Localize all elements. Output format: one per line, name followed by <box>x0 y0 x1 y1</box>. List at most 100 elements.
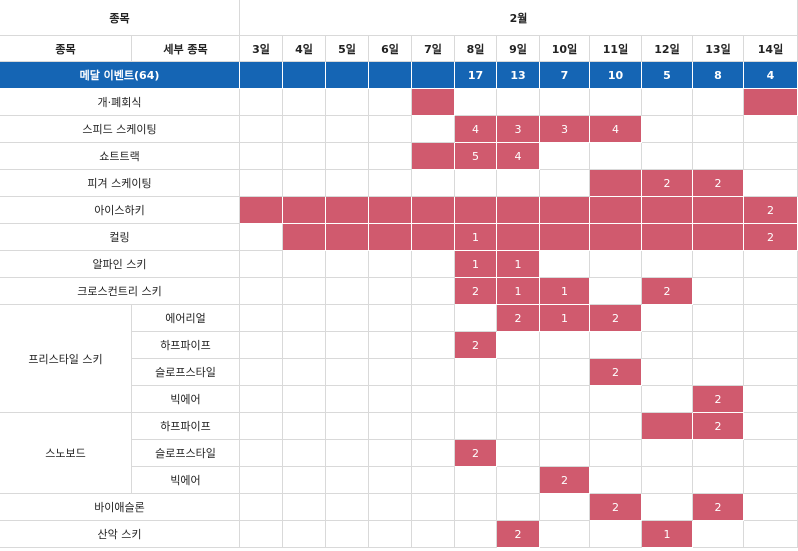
day-header: 14일 <box>744 36 798 62</box>
medal-count <box>240 62 283 89</box>
empty-cell <box>283 494 326 521</box>
empty-cell <box>744 116 798 143</box>
sub-sport-label: 빅에어 <box>132 386 240 413</box>
empty-cell <box>642 116 693 143</box>
empty-cell <box>590 467 642 494</box>
empty-cell <box>240 89 283 116</box>
empty-cell <box>240 170 283 197</box>
empty-cell <box>540 494 590 521</box>
empty-cell <box>455 305 497 332</box>
empty-cell <box>540 143 590 170</box>
empty-cell <box>283 521 326 548</box>
empty-cell <box>240 467 283 494</box>
empty-cell <box>369 143 412 170</box>
event-cell <box>283 224 326 251</box>
sport-group-label: 스노보드 <box>0 413 132 494</box>
event-cell: 4 <box>497 143 540 170</box>
empty-cell <box>412 359 455 386</box>
empty-cell <box>744 521 798 548</box>
header-detail: 세부 종목 <box>132 36 240 62</box>
empty-cell <box>642 143 693 170</box>
empty-cell <box>744 467 798 494</box>
empty-cell <box>540 386 590 413</box>
day-header: 4일 <box>283 36 326 62</box>
medal-count <box>369 62 412 89</box>
empty-cell <box>540 170 590 197</box>
day-header: 9일 <box>497 36 540 62</box>
day-header: 5일 <box>326 36 369 62</box>
empty-cell <box>326 359 369 386</box>
event-cell: 4 <box>455 116 497 143</box>
empty-cell <box>369 494 412 521</box>
empty-cell <box>642 494 693 521</box>
event-cell: 1 <box>540 305 590 332</box>
empty-cell <box>240 359 283 386</box>
empty-cell <box>283 413 326 440</box>
medal-count: 17 <box>455 62 497 89</box>
empty-cell <box>693 278 744 305</box>
medal-count <box>326 62 369 89</box>
empty-cell <box>497 494 540 521</box>
sport-label: 쇼트트랙 <box>0 143 240 170</box>
empty-cell <box>240 116 283 143</box>
event-cell: 2 <box>590 494 642 521</box>
empty-cell <box>693 332 744 359</box>
event-cell: 2 <box>540 467 590 494</box>
empty-cell <box>326 413 369 440</box>
empty-cell <box>369 440 412 467</box>
day-header: 13일 <box>693 36 744 62</box>
event-cell: 2 <box>744 197 798 224</box>
event-cell <box>455 197 497 224</box>
empty-cell <box>412 413 455 440</box>
empty-cell <box>240 521 283 548</box>
medal-count: 5 <box>642 62 693 89</box>
event-cell: 1 <box>540 278 590 305</box>
empty-cell <box>642 89 693 116</box>
empty-cell <box>642 251 693 278</box>
event-cell <box>326 197 369 224</box>
empty-cell <box>412 494 455 521</box>
empty-cell <box>455 89 497 116</box>
empty-cell <box>455 467 497 494</box>
empty-cell <box>540 413 590 440</box>
empty-cell <box>744 494 798 521</box>
sub-sport-label: 하프파이프 <box>132 413 240 440</box>
empty-cell <box>412 305 455 332</box>
empty-cell <box>283 386 326 413</box>
empty-cell <box>369 386 412 413</box>
empty-cell <box>412 278 455 305</box>
empty-cell <box>369 413 412 440</box>
empty-cell <box>744 440 798 467</box>
header-month: 2월 <box>240 0 798 36</box>
event-cell <box>642 413 693 440</box>
empty-cell <box>240 224 283 251</box>
empty-cell <box>326 521 369 548</box>
medal-count <box>283 62 326 89</box>
empty-cell <box>369 467 412 494</box>
event-cell: 3 <box>497 116 540 143</box>
empty-cell <box>369 170 412 197</box>
empty-cell <box>642 359 693 386</box>
header-sport: 종목 <box>0 0 240 36</box>
empty-cell <box>369 521 412 548</box>
empty-cell <box>283 170 326 197</box>
empty-cell <box>693 521 744 548</box>
sport-label: 개·폐회식 <box>0 89 240 116</box>
empty-cell <box>240 494 283 521</box>
empty-cell <box>283 251 326 278</box>
empty-cell <box>540 359 590 386</box>
empty-cell <box>240 440 283 467</box>
empty-cell <box>590 413 642 440</box>
empty-cell <box>369 251 412 278</box>
sub-sport-label: 슬로프스타일 <box>132 440 240 467</box>
empty-cell <box>455 521 497 548</box>
empty-cell <box>540 521 590 548</box>
empty-cell <box>326 116 369 143</box>
empty-cell <box>455 359 497 386</box>
empty-cell <box>283 143 326 170</box>
sport-label: 컬링 <box>0 224 240 251</box>
empty-cell <box>369 116 412 143</box>
empty-cell <box>693 251 744 278</box>
medal-count: 7 <box>540 62 590 89</box>
